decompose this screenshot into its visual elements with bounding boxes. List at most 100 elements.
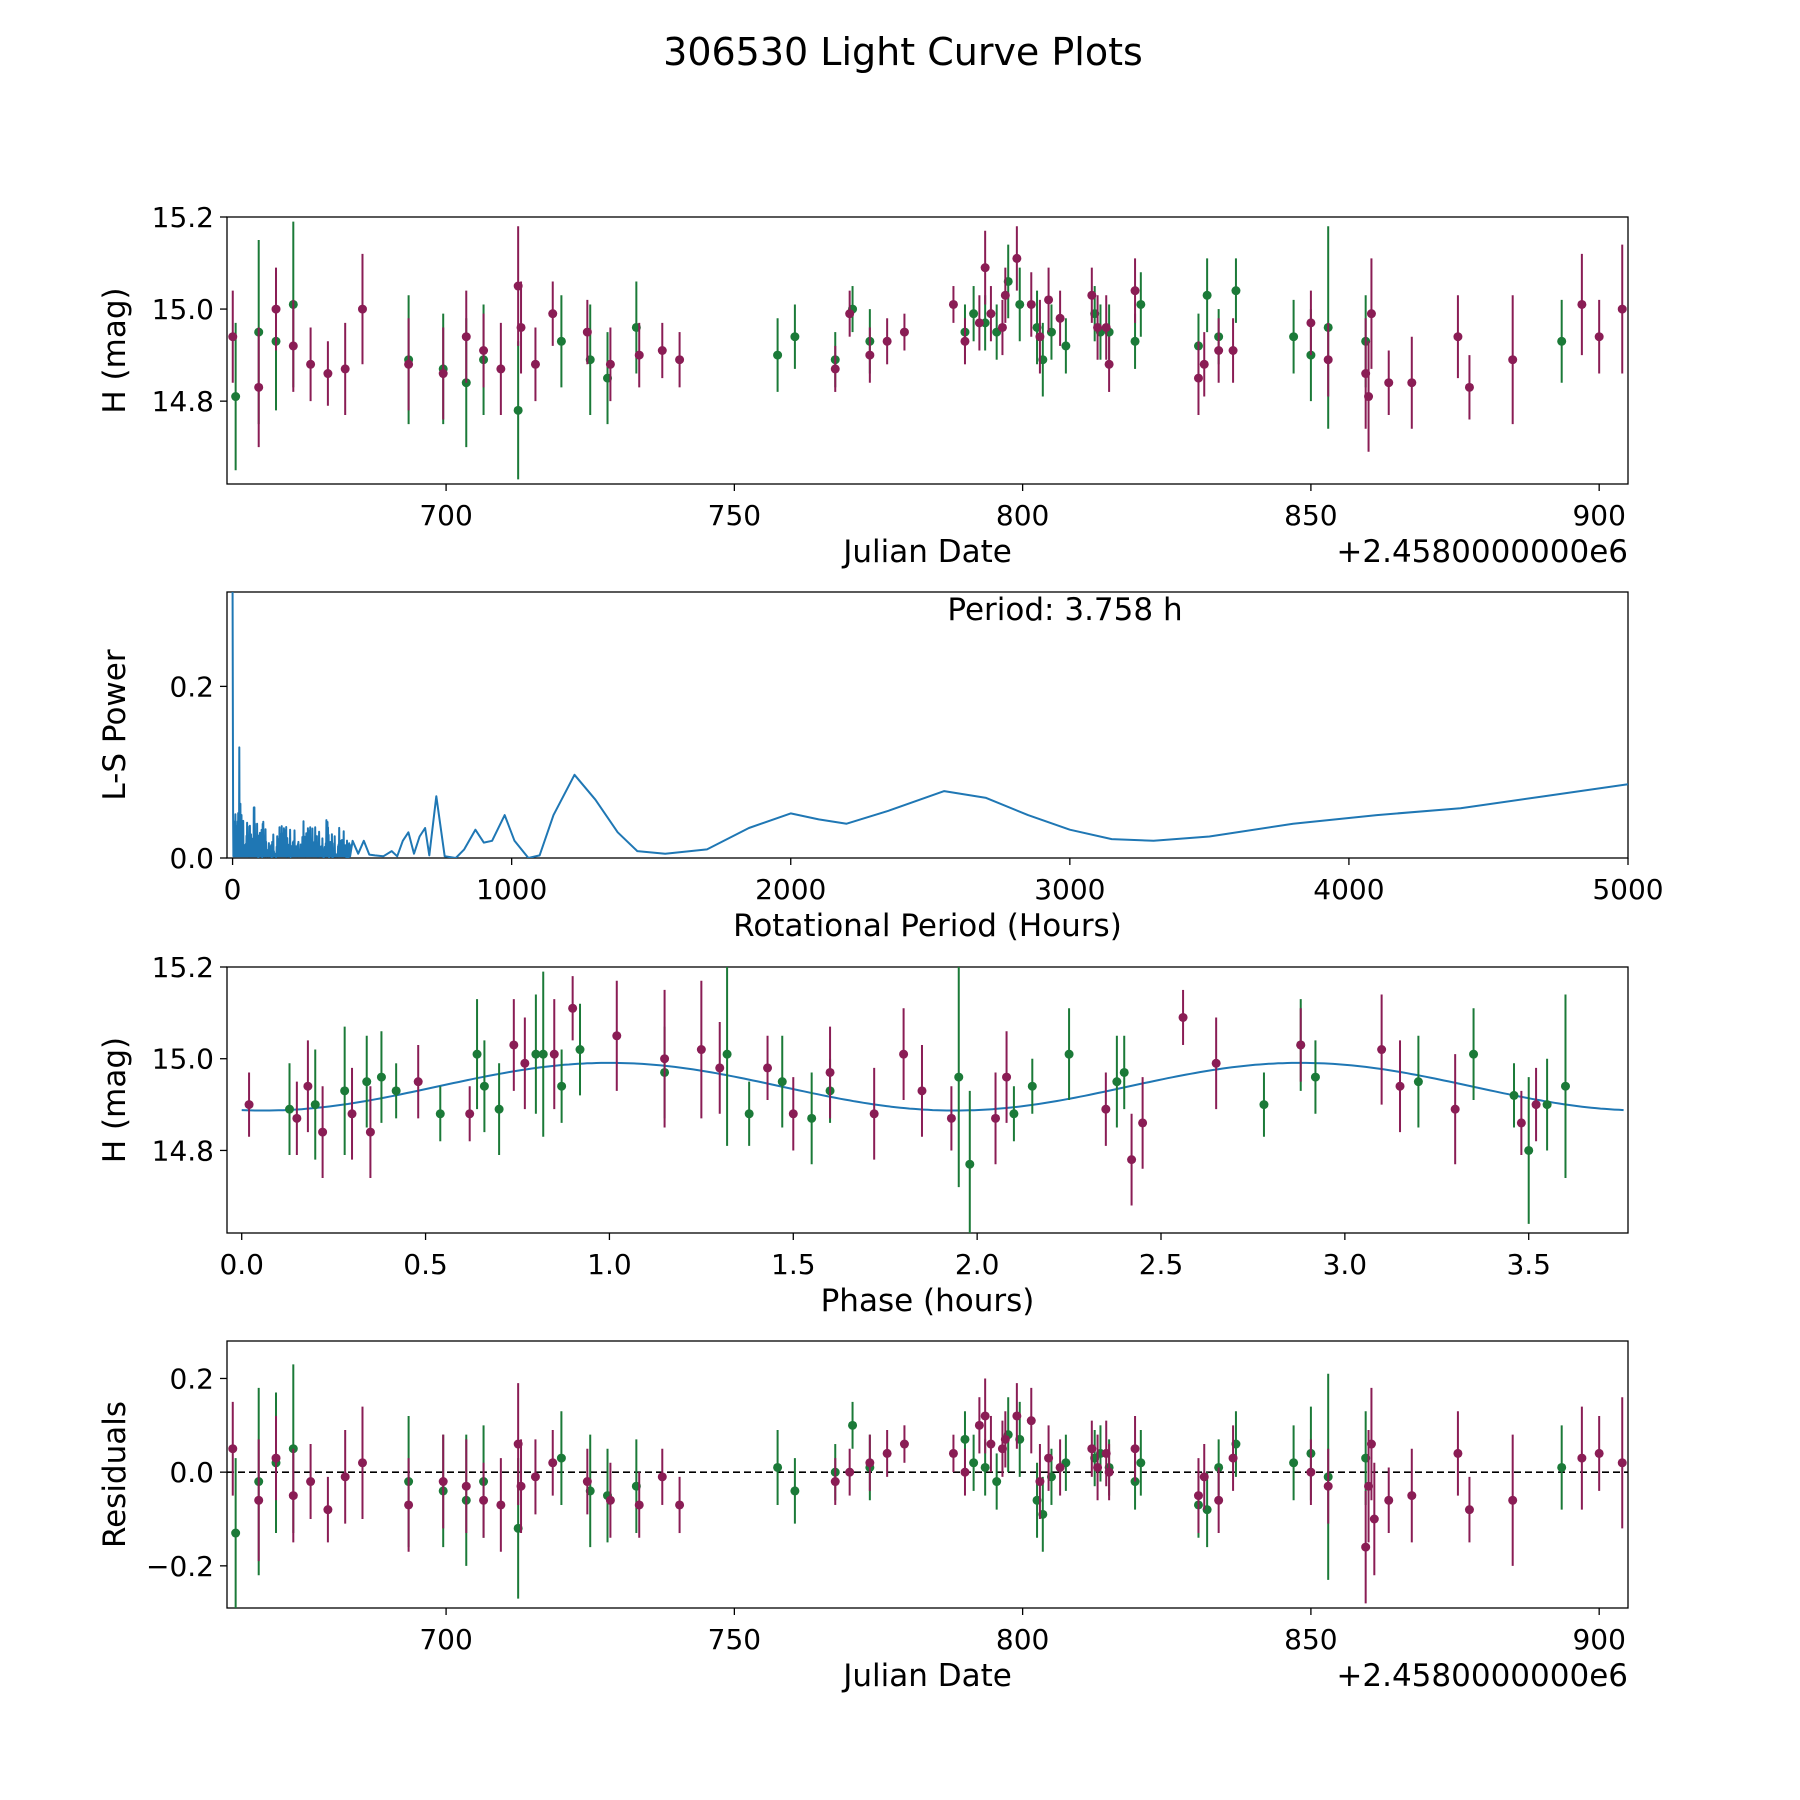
- lightcurve-purple-point: [1199, 359, 1209, 369]
- lightcurve-purple-point: [323, 369, 333, 379]
- phase-green-point: [1542, 1100, 1552, 1110]
- lightcurve-purple-point: [1508, 355, 1518, 365]
- lightcurve-purple-point: [1407, 378, 1417, 388]
- residuals-y-tick-label: −0.2: [146, 1550, 214, 1583]
- phase-y-tick-label: 15.2: [152, 951, 214, 984]
- lightcurve-purple-point: [1594, 332, 1604, 342]
- phase-purple-point: [365, 1127, 375, 1137]
- phase-purple-point: [1296, 1040, 1306, 1050]
- residuals-purple-point: [1228, 1453, 1238, 1463]
- lightcurve-green-point: [969, 309, 979, 319]
- residuals-purple-point: [1407, 1491, 1417, 1501]
- phase-purple-point: [899, 1049, 909, 1059]
- residuals-y-tick-label: 0.0: [169, 1456, 214, 1489]
- residuals-purple-point: [548, 1458, 558, 1468]
- lightcurve-x-tick-label: 700: [419, 499, 472, 532]
- residuals-purple-point: [479, 1495, 489, 1505]
- lightcurve-purple-point: [882, 336, 892, 346]
- phase-green-point: [285, 1104, 295, 1114]
- phase-purple-point: [612, 1031, 622, 1041]
- residuals-purple-point: [357, 1458, 367, 1468]
- residuals-purple-point: [1035, 1477, 1045, 1487]
- lightcurve-purple-point: [1087, 290, 1097, 300]
- lightcurve-purple-point: [404, 359, 414, 369]
- lightcurve-purple-point: [986, 309, 996, 319]
- phase-x-tick-label: 3.5: [1506, 1248, 1551, 1281]
- phase-purple-point: [1395, 1081, 1405, 1091]
- phase-plot-area: [241, 967, 1624, 1233]
- residuals-green-point: [980, 1462, 990, 1472]
- phase-green-point: [575, 1045, 585, 1055]
- lightcurve-green-point: [1015, 299, 1025, 309]
- phase-x-axis-label: Phase (hours): [821, 1283, 1035, 1319]
- residuals-purple-point: [1130, 1444, 1140, 1454]
- lightcurve-purple-point: [1093, 322, 1103, 332]
- residuals-green-point: [969, 1458, 979, 1468]
- residuals-purple-point: [1323, 1481, 1333, 1491]
- lightcurve-green-point: [1289, 332, 1299, 342]
- phase-green-point: [1064, 1049, 1074, 1059]
- lightcurve-purple-point: [830, 364, 840, 374]
- phase-green-point: [1009, 1109, 1019, 1119]
- residuals-purple-point: [845, 1467, 855, 1477]
- residuals-purple-point: [948, 1448, 958, 1458]
- residuals-purple-point: [605, 1495, 615, 1505]
- lightcurve-purple-point: [1323, 355, 1333, 365]
- phase-purple-point: [1138, 1118, 1148, 1128]
- residuals-green-point: [1289, 1458, 1299, 1468]
- phase-x-tick-label: 1.5: [771, 1248, 816, 1281]
- lightcurve-y-tick-label: 15.2: [152, 201, 214, 234]
- lightcurve-purple-point: [980, 263, 990, 273]
- periodogram-period-annotation: Period: 3.758 h: [947, 592, 1182, 628]
- phase-purple-point: [917, 1086, 927, 1096]
- periodogram-x-tick-label: 2000: [755, 873, 826, 906]
- lightcurve-purple-point: [605, 359, 615, 369]
- panel-phase: 0.0 0.5 1.0 1.5 2.0 2.5 3.0 3.5 14.8 15.0 15.2 Phas…: [97, 951, 1629, 1319]
- residuals-purple-point: [974, 1420, 984, 1430]
- residuals-purple-point: [438, 1477, 448, 1487]
- periodogram-x-tick-label: 1000: [476, 873, 547, 906]
- lightcurve-purple-point: [548, 309, 558, 319]
- phase-green-point: [1112, 1077, 1122, 1087]
- residuals-purple-point: [1508, 1495, 1518, 1505]
- lightcurve-purple-point: [1214, 346, 1224, 355]
- periodogram-y-tick-label: 0.2: [169, 670, 214, 703]
- lightcurve-y-tick-label: 14.8: [152, 385, 214, 418]
- lightcurve-purple-point: [516, 322, 526, 332]
- residuals-purple-point: [1577, 1453, 1587, 1463]
- phase-purple-point: [696, 1045, 706, 1055]
- phase-green-point: [954, 1072, 964, 1082]
- phase-purple-point: [1211, 1058, 1221, 1068]
- phase-green-point: [494, 1104, 504, 1114]
- residuals-purple-point: [582, 1477, 592, 1487]
- phase-purple-point: [520, 1058, 530, 1068]
- phase-green-point: [1310, 1072, 1320, 1082]
- phase-purple-point: [825, 1067, 835, 1077]
- phase-x-tick-label: 1.0: [587, 1248, 632, 1281]
- periodogram-x-tick-label: 3000: [1034, 873, 1105, 906]
- phase-x-tick-label: 3.0: [1323, 1248, 1368, 1281]
- residuals-purple-point: [1087, 1444, 1097, 1454]
- phase-purple-point: [1377, 1045, 1387, 1055]
- lightcurve-purple-point: [228, 332, 238, 342]
- phase-purple-point: [1178, 1012, 1188, 1022]
- residuals-purple-point: [1012, 1411, 1022, 1421]
- lightcurve-green-point: [231, 392, 241, 402]
- residuals-purple-point: [1214, 1495, 1224, 1505]
- phase-purple-point: [1002, 1072, 1012, 1082]
- lightcurve-purple-point: [1104, 359, 1114, 369]
- residuals-purple-point: [657, 1472, 667, 1482]
- residuals-x-axis-label: Julian Date: [841, 1658, 1012, 1694]
- residuals-purple-point: [340, 1472, 350, 1482]
- lightcurve-purple-point: [675, 355, 685, 365]
- residuals-x-tick-label: 850: [1284, 1623, 1337, 1656]
- lightcurve-purple-point: [530, 359, 540, 369]
- phase-x-tick-label: 0.0: [219, 1248, 264, 1281]
- lightcurve-green-point: [556, 336, 566, 346]
- residuals-purple-point: [228, 1444, 238, 1454]
- residuals-purple-point: [1464, 1505, 1474, 1515]
- phase-y-axis-label: H (mag): [97, 1037, 133, 1163]
- residuals-x-offset-label: +2.4580000000e6: [1336, 1658, 1628, 1694]
- lightcurve-purple-point: [340, 364, 350, 374]
- figure-title: 306530 Light Curve Plots: [663, 30, 1143, 74]
